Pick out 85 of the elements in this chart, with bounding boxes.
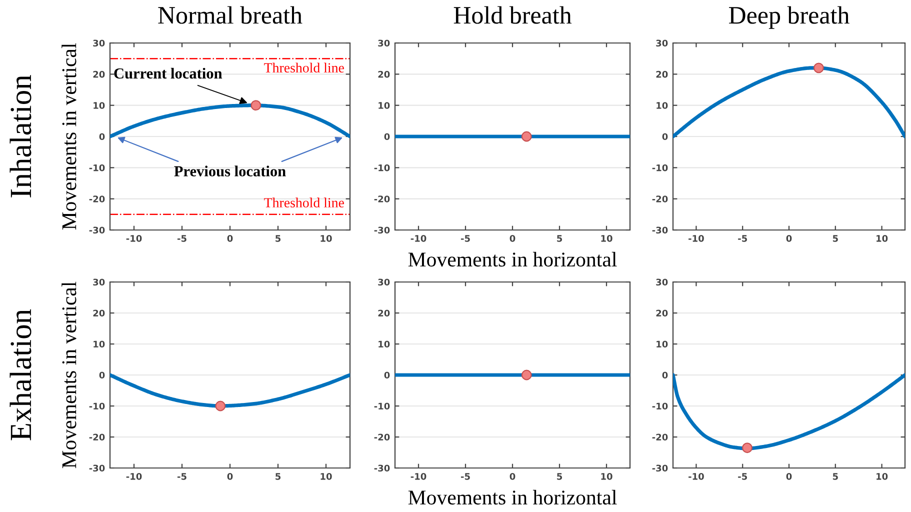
- x-tick-label: -5: [738, 473, 747, 480]
- x-tick-label: 0: [786, 473, 792, 480]
- y-tick-label: 20: [656, 70, 668, 78]
- x-tick-label: 0: [227, 235, 233, 242]
- y-tick-label: 0: [662, 372, 668, 379]
- y-tick-label: -20: [652, 196, 668, 202]
- x-tick-label: 0: [510, 235, 516, 242]
- x-axis-title: Movements in horizontal: [408, 490, 617, 505]
- x-tick-label: -5: [738, 235, 747, 242]
- y-tick-label: 0: [99, 372, 105, 379]
- y-tick-label: 10: [94, 340, 105, 348]
- y-tick-label: 20: [93, 70, 105, 78]
- y-tick-label: -30: [652, 464, 668, 472]
- y-tick-label: -30: [374, 226, 390, 234]
- x-tick-label: -5: [177, 473, 186, 480]
- x-tick-label: -10: [688, 473, 704, 480]
- y-tick-label: 10: [378, 102, 390, 109]
- x-tick-label: -10: [688, 235, 704, 242]
- y-tick-label: -20: [374, 434, 390, 441]
- x-tick-label: -10: [126, 235, 142, 242]
- y-tick-label: 20: [93, 310, 105, 317]
- y-tick-label: 20: [656, 310, 668, 317]
- x-tick-label: -5: [460, 473, 470, 480]
- x-tick-label: -5: [177, 235, 186, 242]
- y-tick-label: 30: [93, 278, 105, 286]
- x-tick-label: 5: [557, 235, 562, 242]
- x-tick-label: 10: [601, 235, 612, 242]
- x-tick-label: 10: [601, 473, 612, 480]
- y-tick-label: 10: [378, 340, 390, 348]
- chart-title: Deep breath: [728, 6, 850, 29]
- x-tick-label: -10: [126, 473, 142, 480]
- y-tick-label: 10: [94, 102, 105, 109]
- x-tick-label: -5: [460, 235, 470, 242]
- y-tick-label: -30: [89, 464, 105, 472]
- y-tick-label: -10: [374, 164, 390, 172]
- y-tick-label: -10: [652, 402, 668, 410]
- x-tick-label: 10: [320, 235, 332, 242]
- x-tick-label: 0: [227, 473, 233, 480]
- annotation: Current location: [114, 68, 222, 79]
- x-tick-label: 5: [276, 473, 281, 480]
- y-tick-label: -20: [89, 434, 105, 441]
- ref-line-label: Threshold line: [264, 62, 344, 73]
- ref-line-label: Threshold line: [264, 198, 344, 208]
- y-tick-label: 10: [656, 102, 668, 109]
- x-tick-label: 5: [557, 473, 562, 480]
- text: Exhalation: [10, 309, 32, 440]
- x-tick-label: 0: [510, 473, 516, 480]
- x-tick-label: 10: [876, 235, 888, 242]
- y-tick-label: -30: [652, 226, 668, 234]
- x-tick-label: 10: [876, 473, 888, 480]
- y-tick-label: -20: [374, 196, 390, 202]
- y-tick-label: -10: [652, 164, 668, 172]
- y-tick-label: 30: [93, 40, 105, 47]
- y-tick-label: 0: [384, 372, 390, 379]
- x-axis-title: Movements in horizontal: [408, 252, 617, 267]
- y-tick-label: -10: [89, 402, 105, 410]
- y-tick-label: 0: [99, 133, 105, 140]
- y-tick-label: 20: [378, 310, 390, 317]
- y-tick-label: -20: [652, 434, 668, 441]
- y-tick-label: 10: [656, 340, 668, 348]
- chart-title: Normal breath: [158, 6, 302, 24]
- x-tick-label: -10: [410, 473, 426, 480]
- y-tick-label: 0: [662, 133, 668, 140]
- y-tick-label: 30: [378, 40, 390, 47]
- y-tick-label: -10: [89, 164, 105, 172]
- y-tick-label: 0: [384, 133, 390, 140]
- x-tick-label: 0: [786, 235, 792, 242]
- x-tick-label: 10: [320, 473, 332, 480]
- y-tick-label: -30: [374, 464, 390, 472]
- y-tick-label: 20: [378, 70, 390, 78]
- y-tick-label: -20: [89, 196, 105, 202]
- y-tick-label: 30: [656, 40, 668, 47]
- y-axis-title: Movements in vertical: [62, 43, 76, 230]
- x-tick-label: -10: [410, 235, 426, 242]
- chart-title: Hold breath: [454, 6, 572, 24]
- text: Inhalation: [10, 75, 32, 198]
- x-tick-label: 5: [276, 235, 281, 242]
- y-axis-title: Movements in vertical: [62, 282, 76, 468]
- x-tick-label: 5: [832, 235, 838, 242]
- annotation: Previous location: [174, 166, 286, 176]
- y-tick-label: -10: [374, 402, 390, 410]
- x-tick-label: 5: [832, 473, 838, 480]
- y-tick-label: -30: [89, 226, 105, 234]
- y-tick-label: 30: [378, 278, 390, 286]
- y-tick-label: 30: [656, 278, 668, 286]
